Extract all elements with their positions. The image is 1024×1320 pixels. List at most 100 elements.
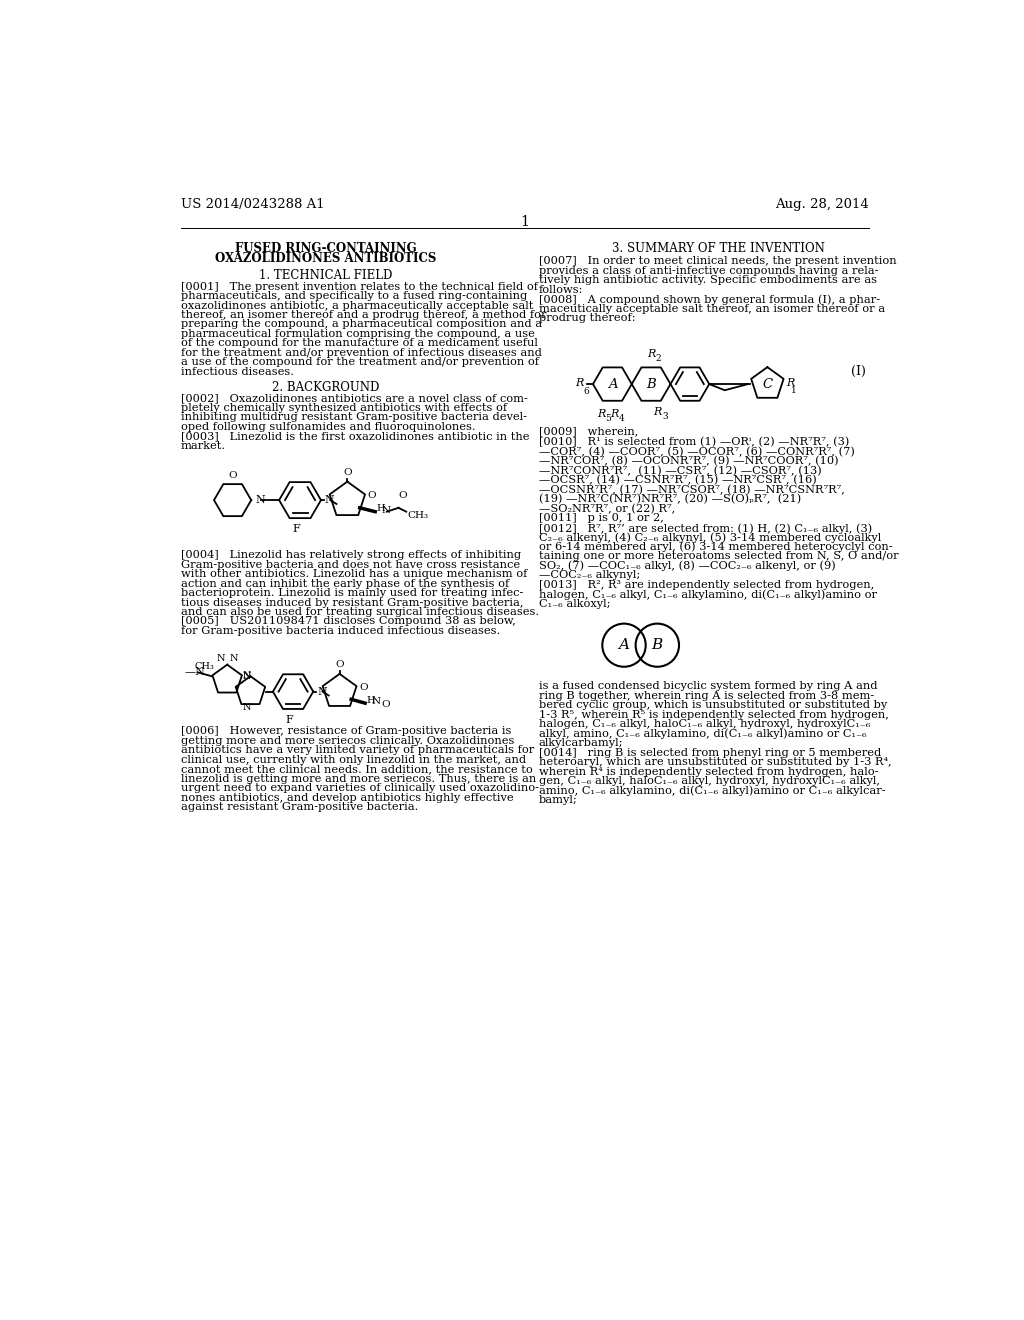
Text: [0005]   US2011098471 discloses Compound 38 as below,: [0005] US2011098471 discloses Compound 3…: [180, 616, 515, 627]
Text: A: A: [618, 638, 630, 652]
Text: nones antibiotics, and develop antibiotics highly effective: nones antibiotics, and develop antibioti…: [180, 792, 513, 803]
Text: [0006]   However, resistance of Gram-positive bacteria is: [0006] However, resistance of Gram-posit…: [180, 726, 511, 737]
Text: 3: 3: [662, 412, 668, 421]
Text: N: N: [217, 655, 225, 663]
Text: [0003]   Linezolid is the first oxazolidinones antibiotic in the: [0003] Linezolid is the first oxazolidin…: [180, 432, 529, 441]
Text: market.: market.: [180, 441, 226, 450]
Text: 1: 1: [792, 387, 797, 396]
Text: (I): (I): [851, 364, 866, 378]
Text: R: R: [610, 409, 618, 420]
Text: US 2014/0243288 A1: US 2014/0243288 A1: [180, 198, 325, 211]
Text: 3. SUMMARY OF THE INVENTION: 3. SUMMARY OF THE INVENTION: [612, 242, 825, 255]
Text: and can also be used for treating surgical infectious diseases.: and can also be used for treating surgic…: [180, 607, 539, 616]
Text: CH₃: CH₃: [195, 661, 214, 671]
Text: [0013]   R², R³ are independently selected from hydrogen,: [0013] R², R³ are independently selected…: [539, 579, 874, 590]
Text: R: R: [653, 407, 662, 417]
Text: N: N: [325, 495, 335, 506]
Text: [0008]   A compound shown by general formula (I), a phar-: [0008] A compound shown by general formu…: [539, 294, 880, 305]
Text: 1: 1: [520, 215, 529, 230]
Text: preparing the compound, a pharmaceutical composition and a: preparing the compound, a pharmaceutical…: [180, 319, 542, 330]
Text: O: O: [359, 684, 368, 692]
Text: —OCSNR⁷R⁷, (17) —NR⁷CSOR⁷, (18) —NR⁷CSNR⁷R⁷,: —OCSNR⁷R⁷, (17) —NR⁷CSOR⁷, (18) —NR⁷CSNR…: [539, 484, 845, 495]
Text: 6: 6: [584, 387, 589, 396]
Text: N: N: [243, 672, 251, 681]
Text: maceutically acceptable salt thereof, an isomer thereof or a: maceutically acceptable salt thereof, an…: [539, 304, 885, 314]
Text: wherein R⁴ is independently selected from hydrogen, halo-: wherein R⁴ is independently selected fro…: [539, 767, 879, 776]
Text: oxazolidinones antibiotic, a pharmaceutically acceptable salt: oxazolidinones antibiotic, a pharmaceuti…: [180, 301, 534, 310]
Text: bacterioprotein. Linezolid is mainly used for treating infec-: bacterioprotein. Linezolid is mainly use…: [180, 589, 523, 598]
Text: follows:: follows:: [539, 285, 583, 294]
Text: alkylcarbamyl;: alkylcarbamyl;: [539, 738, 624, 748]
Text: prodrug thereof:: prodrug thereof:: [539, 313, 635, 323]
Text: halogen, C₁₋₆ alkyl, haloC₁₋₆ alkyl, hydroxyl, hydroxylC₁₋₆: halogen, C₁₋₆ alkyl, haloC₁₋₆ alkyl, hyd…: [539, 719, 870, 729]
Text: action and can inhibit the early phase of the synthesis of: action and can inhibit the early phase o…: [180, 578, 509, 589]
Text: OXAZOLIDINONES ANTIBIOTICS: OXAZOLIDINONES ANTIBIOTICS: [215, 252, 436, 265]
Text: pharmaceuticals, and specifically to a fused ring-containing: pharmaceuticals, and specifically to a f…: [180, 292, 527, 301]
Text: C: C: [762, 378, 772, 391]
Text: N: N: [381, 506, 390, 515]
Text: SO₂, (7) —COC₁₋₆ alkyl, (8) —COC₂₋₆ alkenyl, or (9): SO₂, (7) —COC₁₋₆ alkyl, (8) —COC₂₋₆ alke…: [539, 561, 836, 572]
Text: 2: 2: [655, 354, 660, 363]
Text: 1-3 R⁵, wherein R⁵ is independently selected from hydrogen,: 1-3 R⁵, wherein R⁵ is independently sele…: [539, 710, 889, 719]
Text: H: H: [367, 696, 376, 705]
Text: oped following sulfonamides and fluoroquinolones.: oped following sulfonamides and fluoroqu…: [180, 421, 475, 432]
Text: bered cyclic group, which is unsubstituted or substituted by: bered cyclic group, which is unsubstitut…: [539, 701, 887, 710]
Text: Gram-positive bacteria and does not have cross resistance: Gram-positive bacteria and does not have…: [180, 560, 520, 570]
Text: [0010]   R¹ is selected from (1) —ORⁱ, (2) —NR⁷R⁷, (3): [0010] R¹ is selected from (1) —ORⁱ, (2)…: [539, 437, 849, 447]
Text: cannot meet the clinical needs. In addition, the resistance to: cannot meet the clinical needs. In addit…: [180, 764, 532, 774]
Text: [0014]   ring B is selected from phenyl ring or 5 membered: [0014] ring B is selected from phenyl ri…: [539, 747, 881, 758]
Text: [0001]   The present invention relates to the technical field of: [0001] The present invention relates to …: [180, 281, 538, 292]
Text: ring B together, wherein ring A is selected from 3-8 mem-: ring B together, wherein ring A is selec…: [539, 690, 874, 701]
Text: A: A: [607, 378, 617, 391]
Text: N: N: [229, 655, 238, 663]
Text: B: B: [646, 378, 656, 391]
Text: is a fused condensed bicyclic system formed by ring A and: is a fused condensed bicyclic system for…: [539, 681, 878, 692]
Text: [0011]   p is 0, 1 or 2,: [0011] p is 0, 1 or 2,: [539, 513, 664, 523]
Text: thereof, an isomer thereof and a prodrug thereof, a method for: thereof, an isomer thereof and a prodrug…: [180, 310, 546, 319]
Text: N: N: [243, 671, 251, 680]
Text: F: F: [292, 524, 300, 535]
Text: —OCSR⁷, (14) —CSNR⁷R⁷, (15) —NR⁷CSR⁷, (16): —OCSR⁷, (14) —CSNR⁷R⁷, (15) —NR⁷CSR⁷, (1…: [539, 475, 816, 486]
Text: tious diseases induced by resistant Gram-positive bacteria,: tious diseases induced by resistant Gram…: [180, 598, 523, 607]
Text: amino, C₁₋₆ alkylamino, di(C₁₋₆ alkyl)amino or C₁₋₆ alkylcar-: amino, C₁₋₆ alkylamino, di(C₁₋₆ alkyl)am…: [539, 785, 886, 796]
Text: heteroaryl, which are unsubstituted or substituted by 1-3 R⁴,: heteroaryl, which are unsubstituted or s…: [539, 758, 891, 767]
Text: —COC₂₋₆ alkynyl;: —COC₂₋₆ alkynyl;: [539, 570, 640, 581]
Text: pharmaceutical formulation comprising the compound, a use: pharmaceutical formulation comprising th…: [180, 329, 535, 339]
Text: of the compound for the manufacture of a medicament useful: of the compound for the manufacture of a…: [180, 338, 538, 348]
Text: getting more and more seriecos clinically. Oxazolidinones: getting more and more seriecos clinicall…: [180, 735, 514, 746]
Text: (19) —NR⁷C(NR⁷)NR⁷R⁷, (20) —S(O)ₚR⁷,  (21): (19) —NR⁷C(NR⁷)NR⁷R⁷, (20) —S(O)ₚR⁷, (21…: [539, 494, 801, 504]
Text: N: N: [256, 495, 265, 506]
Text: gen, C₁₋₆ alkyl, haloC₁₋₆ alkyl, hydroxyl, hydroxylC₁₋₆ alkyl,: gen, C₁₋₆ alkyl, haloC₁₋₆ alkyl, hydroxy…: [539, 776, 880, 787]
Text: infectious diseases.: infectious diseases.: [180, 367, 294, 376]
Text: O: O: [335, 660, 344, 669]
Text: F: F: [286, 715, 293, 726]
Text: against resistant Gram-positive bacteria.: against resistant Gram-positive bacteria…: [180, 803, 418, 812]
Text: inhibiting multidrug resistant Gram-positive bacteria devel-: inhibiting multidrug resistant Gram-posi…: [180, 412, 526, 422]
Text: 4: 4: [618, 414, 625, 424]
Text: B: B: [651, 638, 663, 652]
Text: R: R: [597, 409, 606, 420]
Text: O: O: [368, 491, 376, 500]
Text: alkyl, amino, C₁₋₆ alkylamino, di(C₁₋₆ alkyl)amino or C₁₋₆: alkyl, amino, C₁₋₆ alkylamino, di(C₁₋₆ a…: [539, 729, 866, 739]
Text: [0007]   In order to meet clinical needs, the present invention: [0007] In order to meet clinical needs, …: [539, 256, 896, 267]
Text: N: N: [317, 686, 327, 697]
Text: CH₃: CH₃: [408, 511, 429, 520]
Text: or 6-14 membered aryl, (6) 3-14 membered heterocyclyl con-: or 6-14 membered aryl, (6) 3-14 membered…: [539, 543, 892, 553]
Text: [0004]   Linezolid has relatively strong effects of inhibiting: [0004] Linezolid has relatively strong e…: [180, 550, 521, 560]
Text: provides a class of anti-infective compounds having a rela-: provides a class of anti-infective compo…: [539, 265, 879, 276]
Text: —N: —N: [184, 668, 206, 677]
Text: N: N: [243, 704, 251, 713]
Text: with other antibiotics. Linezolid has a unique mechanism of: with other antibiotics. Linezolid has a …: [180, 569, 527, 579]
Text: [0012]   R⁷, R⁷’ are selected from: (1) H, (2) C₁₋₆ alkyl, (3): [0012] R⁷, R⁷’ are selected from: (1) H,…: [539, 523, 872, 533]
Text: antibiotics have a very limited variety of pharmaceuticals for: antibiotics have a very limited variety …: [180, 746, 534, 755]
Text: C₁₋₆ alkoxyl;: C₁₋₆ alkoxyl;: [539, 599, 610, 609]
Text: pletely chemically synthesized antibiotics with effects of: pletely chemically synthesized antibioti…: [180, 403, 507, 413]
Text: [0009]   wherein,: [0009] wherein,: [539, 426, 638, 437]
Text: for Gram-positive bacteria induced infectious diseases.: for Gram-positive bacteria induced infec…: [180, 626, 500, 636]
Text: C₂₋₆ alkenyl, (4) C₂₋₆ alkynyl, (5) 3-14 membered cycloalkyl: C₂₋₆ alkenyl, (4) C₂₋₆ alkynyl, (5) 3-14…: [539, 532, 881, 543]
Text: O: O: [228, 471, 237, 480]
Text: O: O: [343, 469, 351, 477]
Text: linezolid is getting more and more seriecos. Thus, there is an: linezolid is getting more and more serie…: [180, 774, 536, 784]
Text: N: N: [372, 697, 381, 706]
Text: tively high antibiotic activity. Specific embodiments are as: tively high antibiotic activity. Specifi…: [539, 275, 877, 285]
